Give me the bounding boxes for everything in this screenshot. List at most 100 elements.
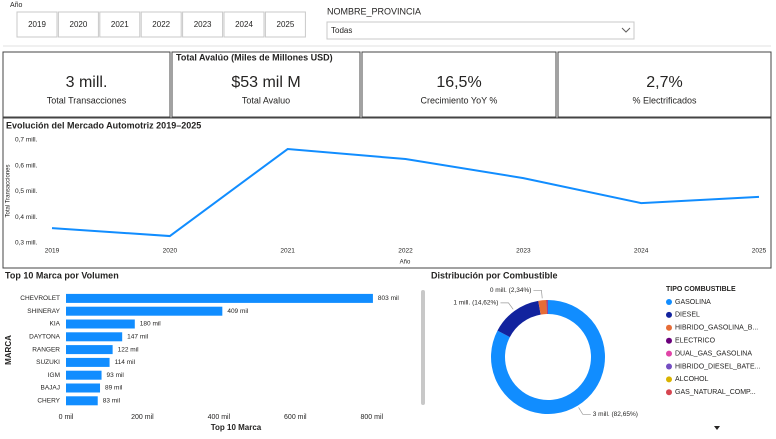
kpi-card xyxy=(2,51,171,118)
kpi-label: Total Avaluo xyxy=(242,95,290,105)
chart-title: Evolución del Mercado Automotriz 2019–20… xyxy=(6,120,201,130)
year-button[interactable] xyxy=(264,11,306,38)
chart-title: Top 10 Marca por Volumen xyxy=(5,270,119,280)
legend-label: GASOLINA xyxy=(675,299,711,306)
legend-swatch xyxy=(666,363,672,370)
value-label: 89 mil xyxy=(105,385,123,392)
donut-slice xyxy=(538,300,547,315)
legend-label: DIESEL xyxy=(675,312,700,319)
legend-scroll[interactable] xyxy=(714,426,720,430)
line-series xyxy=(51,147,760,238)
value-label: 83 mil xyxy=(103,398,121,405)
y-tick-label: IGM xyxy=(48,372,60,379)
x-tick-label: 800 mil xyxy=(360,414,383,421)
slicer-label: Año xyxy=(10,2,23,9)
donut-slice xyxy=(497,300,541,338)
x-tick-label: 2023 xyxy=(516,248,531,255)
kpi-card xyxy=(361,51,557,118)
year-button-label: 2024 xyxy=(235,20,253,29)
y-axis-label: Total Transacciones xyxy=(6,164,12,217)
legend-swatch xyxy=(666,350,672,357)
value-label: 803 mil xyxy=(378,295,400,302)
bar xyxy=(66,383,101,393)
legend-label: HIBRIDO_GASOLINA_B... xyxy=(675,325,758,332)
x-tick-label: 0 mil xyxy=(59,414,74,421)
kpi-card xyxy=(557,51,772,118)
legend-label: GAS_NATURAL_COMP... xyxy=(675,389,756,396)
value-label: 0 mill. (2,34%) xyxy=(490,287,532,294)
x-tick-label: 400 mil xyxy=(208,414,231,421)
value-label: 180 mil xyxy=(140,321,162,328)
x-tick-label: 2021 xyxy=(280,248,295,255)
year-button-label: 2025 xyxy=(277,20,295,29)
bar xyxy=(66,396,98,406)
x-tick-label: 2019 xyxy=(45,248,60,255)
leader-line xyxy=(578,407,591,415)
x-tick-label: 2024 xyxy=(634,248,649,255)
year-button-label: 2023 xyxy=(194,20,212,29)
y-tick-label: CHEVROLET xyxy=(20,295,60,302)
kpi-value: 3 mill. xyxy=(66,74,108,91)
legend-label: ELECTRICO xyxy=(675,338,716,345)
kpi-header: Total Avalúo (Miles de Millones USD) xyxy=(176,52,333,62)
x-tick-label: 600 mil xyxy=(284,414,307,421)
year-button[interactable] xyxy=(223,11,265,38)
bar xyxy=(66,345,113,355)
y-axis-label: MARCA xyxy=(4,335,13,365)
dropdown[interactable] xyxy=(326,21,635,40)
leader-line xyxy=(533,289,543,299)
kpi-label: Crecimiento YoY % xyxy=(421,95,498,105)
year-button[interactable] xyxy=(57,11,99,38)
y-tick-label: SUZUKI xyxy=(36,359,60,366)
bar xyxy=(66,370,102,380)
scrollbar[interactable] xyxy=(421,290,425,405)
legend-swatch xyxy=(666,299,672,305)
value-label: 409 mil xyxy=(227,308,249,315)
bar xyxy=(66,357,110,367)
year-button-label: 2019 xyxy=(28,20,46,29)
dropdown-arrow xyxy=(621,27,631,33)
value-label: 93 mil xyxy=(107,372,125,379)
x-axis-label: Top 10 Marca xyxy=(211,423,262,432)
y-tick-label: RANGER xyxy=(32,346,60,353)
bar xyxy=(66,306,223,316)
panel xyxy=(2,117,772,269)
value-label: 3 mill. (82,65%) xyxy=(593,411,638,418)
year-button[interactable] xyxy=(16,11,58,38)
value-label: 1 mill. (14,62%) xyxy=(453,300,498,307)
y-tick-label: 0,3 mill. xyxy=(15,240,38,247)
x-tick-label: 2022 xyxy=(398,248,413,255)
year-button-label: 2021 xyxy=(111,20,129,29)
year-button[interactable] xyxy=(99,11,141,38)
legend-swatch xyxy=(666,389,672,396)
y-tick-label: KIA xyxy=(50,321,61,328)
leader-line xyxy=(500,302,514,310)
value-label: 147 mil xyxy=(127,334,149,341)
year-button[interactable] xyxy=(182,11,224,38)
kpi-label: Total Transacciones xyxy=(47,95,127,105)
legend-label: DUAL_GAS_GASOLINA xyxy=(675,350,752,357)
kpi-value: $53 mil M xyxy=(231,74,300,91)
kpi-label: % Electrificados xyxy=(632,95,697,105)
y-tick-label: 0,7 mill. xyxy=(15,137,38,144)
x-axis-label: Año xyxy=(400,260,411,266)
legend-swatch xyxy=(666,376,672,383)
bar xyxy=(66,319,135,329)
bar xyxy=(66,293,373,303)
y-tick-label: CHERY xyxy=(37,398,60,405)
kpi-card xyxy=(171,51,361,118)
year-button[interactable] xyxy=(140,11,182,38)
year-button-label: 2020 xyxy=(70,20,88,29)
legend-label: HIBRIDO_DIESEL_BATE... xyxy=(675,363,761,370)
legend-swatch xyxy=(666,311,672,318)
x-tick-label: 200 mil xyxy=(131,414,154,421)
x-tick-label: 2025 xyxy=(752,248,767,255)
y-tick-label: DAYTONA xyxy=(29,334,60,341)
legend-swatch xyxy=(666,337,672,344)
y-tick-label: SHINERAY xyxy=(27,308,60,315)
bar xyxy=(66,332,123,342)
donut-slice xyxy=(546,300,548,315)
chart-title: Distribución por Combustible xyxy=(431,270,558,280)
value-label: 122 mil xyxy=(118,346,140,353)
